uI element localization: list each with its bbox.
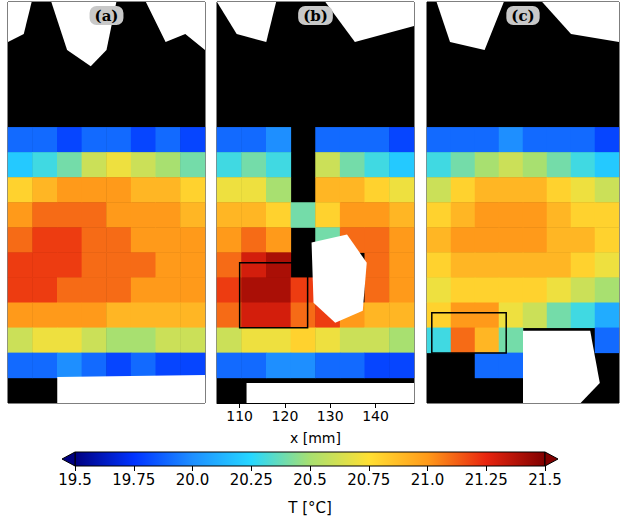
svg-text:19.75: 19.75	[112, 471, 155, 489]
svg-text:21.5: 21.5	[528, 471, 561, 489]
svg-text:20.0: 20.0	[176, 471, 209, 489]
svg-text:(a): (a)	[95, 7, 119, 25]
svg-text:19.5: 19.5	[58, 471, 91, 489]
svg-text:20.5: 20.5	[293, 471, 326, 489]
svg-text:120: 120	[272, 408, 299, 424]
svg-text:T [°C]: T [°C]	[287, 499, 332, 517]
svg-text:110: 110	[226, 408, 253, 424]
svg-text:20.25: 20.25	[230, 471, 273, 489]
svg-text:21.25: 21.25	[465, 471, 508, 489]
svg-text:21.0: 21.0	[411, 471, 444, 489]
svg-text:130: 130	[317, 408, 344, 424]
svg-text:(b): (b)	[303, 7, 328, 25]
svg-text:x [mm]: x [mm]	[290, 430, 341, 446]
svg-text:20.75: 20.75	[347, 471, 390, 489]
svg-text:140: 140	[362, 408, 389, 424]
svg-text:(c): (c)	[511, 7, 534, 25]
